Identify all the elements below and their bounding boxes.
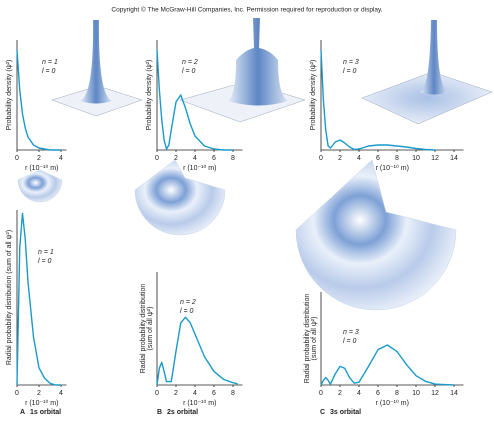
x-tick-label: 14 — [450, 390, 458, 397]
x-tick-label: 2 — [37, 155, 41, 162]
x-tick-label: 8 — [231, 390, 235, 397]
x-axis-label: r (10⁻¹⁰ m) — [376, 399, 409, 407]
density-illustration-2s — [179, 18, 306, 123]
x-tick-label: 4 — [193, 390, 197, 397]
x-tick-label: 6 — [376, 155, 380, 162]
curve — [16, 49, 61, 151]
y-axis-label: Probability density (ψ²) — [146, 60, 153, 131]
y-axis-label: (sum of all ψ²) — [311, 317, 318, 361]
annotation: l = 0 — [42, 68, 56, 75]
caption-a: A 1s orbital — [20, 409, 61, 416]
x-tick-label: 2 — [37, 390, 41, 397]
curve — [320, 344, 455, 386]
annotation: n = 3 — [343, 329, 359, 336]
x-tick-label: 4 — [59, 155, 63, 162]
annotation: n = 3 — [343, 59, 359, 66]
panel-letter: A — [20, 409, 25, 416]
density-illustration-1s — [51, 20, 143, 117]
curve — [156, 49, 233, 151]
x-axis-label: r (10⁻¹⁰ m) — [183, 164, 216, 172]
x-tick-label: 2 — [338, 390, 342, 397]
y-axis-label: (sum of all ψ²) — [147, 307, 154, 351]
x-tick-label: 4 — [59, 390, 63, 397]
x-tick-label: 0 — [319, 390, 323, 397]
annotation: l = 0 — [182, 68, 196, 75]
curve — [320, 49, 436, 151]
x-tick-label: 14 — [450, 155, 458, 162]
density-illustration-3s — [361, 20, 493, 125]
x-tick-label: 2 — [174, 155, 178, 162]
copyright: Copyright © The McGraw-Hill Companies, I… — [111, 6, 382, 14]
x-tick-label: 6 — [212, 155, 216, 162]
x-tick-label: 10 — [412, 390, 420, 397]
curve — [16, 212, 61, 386]
x-axis-label: r (10⁻¹⁰ m) — [376, 164, 409, 172]
x-axis-label: r (10⁻¹⁰ m) — [25, 164, 58, 172]
x-tick-label: 12 — [431, 390, 439, 397]
annotation: l = 0 — [343, 338, 357, 345]
panel-caption: 2s orbital — [167, 409, 198, 416]
annotation: l = 0 — [180, 308, 194, 315]
x-tick-label: 6 — [376, 390, 380, 397]
caption-b: B 2s orbital — [157, 409, 198, 416]
panel-caption: 3s orbital — [330, 409, 361, 416]
annotation: n = 2 — [182, 59, 198, 66]
panel-letter: B — [157, 409, 162, 416]
x-tick-label: 0 — [155, 155, 159, 162]
x-tick-label: 4 — [193, 155, 197, 162]
panel-letter: C — [320, 409, 325, 416]
x-tick-label: 8 — [395, 155, 399, 162]
y-axis-label: Radial probability distribution (sum of … — [6, 230, 13, 365]
x-axis-label: r (10⁻¹⁰ m) — [183, 399, 216, 407]
y-axis-label: Radial probability distribution — [140, 284, 147, 374]
x-tick-label: 8 — [231, 155, 235, 162]
sphere-1s — [17, 169, 63, 203]
y-axis-label: Probability density (ψ²) — [6, 60, 13, 131]
x-tick-label: 12 — [431, 155, 439, 162]
annotation: l = 0 — [38, 258, 52, 265]
x-tick-label: 4 — [357, 155, 361, 162]
annotation: n = 1 — [42, 59, 58, 66]
x-tick-label: 0 — [15, 390, 19, 397]
sphere-3s — [295, 159, 457, 311]
x-tick-label: 0 — [319, 155, 323, 162]
caption-c: C 3s orbital — [320, 409, 361, 416]
x-tick-label: 2 — [174, 390, 178, 397]
x-tick-label: 2 — [338, 155, 342, 162]
x-tick-label: 0 — [15, 155, 19, 162]
curve — [156, 316, 238, 386]
x-tick-label: 10 — [412, 155, 420, 162]
annotation: n = 1 — [38, 249, 54, 256]
x-tick-label: 6 — [212, 390, 216, 397]
x-tick-label: 0 — [155, 390, 159, 397]
panel-caption: 1s orbital — [30, 409, 61, 416]
y-axis-label: Probability density (ψ²) — [310, 60, 317, 131]
x-tick-label: 4 — [357, 390, 361, 397]
sphere-2s — [134, 159, 226, 236]
y-axis-label: Radial probability distribution — [304, 294, 311, 384]
x-tick-label: 8 — [395, 390, 399, 397]
annotation: n = 2 — [180, 299, 196, 306]
x-axis-label: r (10⁻¹⁰ m) — [25, 399, 58, 407]
annotation: l = 0 — [343, 68, 357, 75]
